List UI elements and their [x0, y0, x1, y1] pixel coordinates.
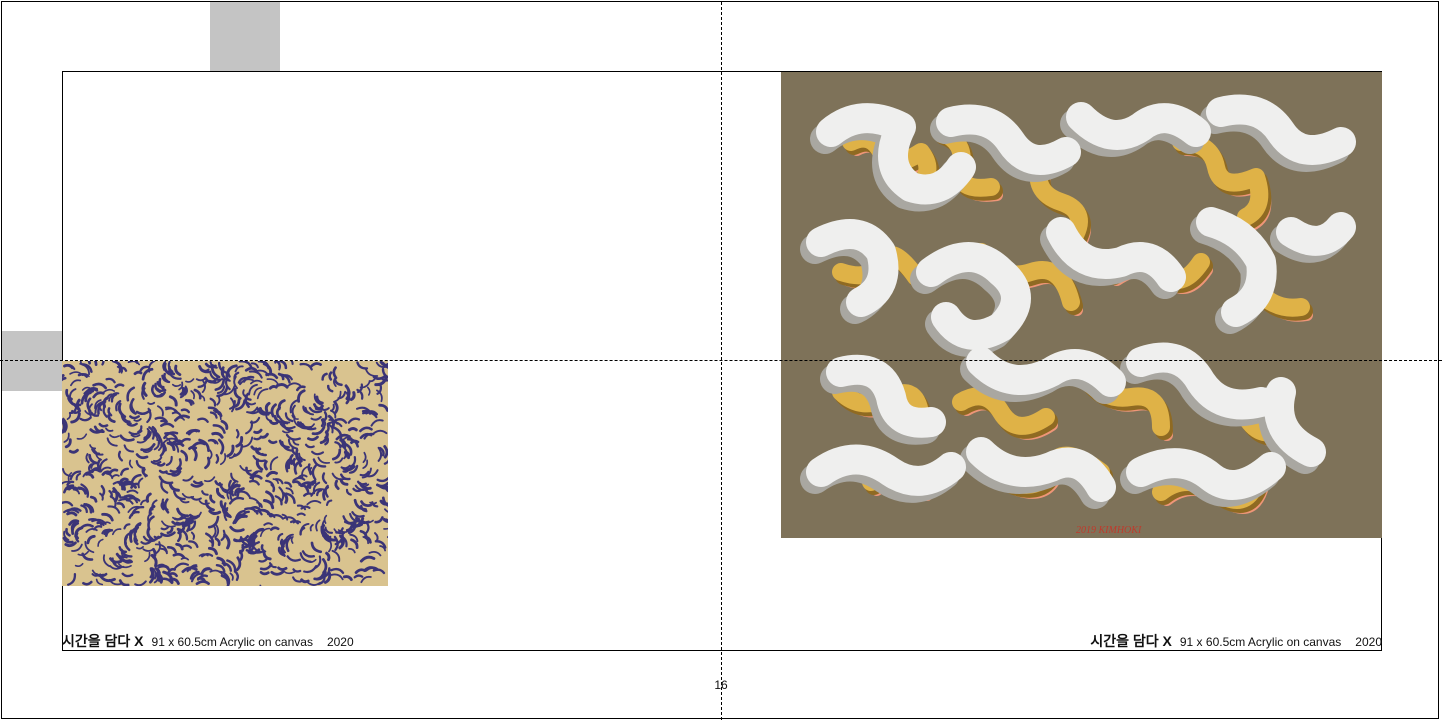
caption-detail: 91 x 60.5cm Acrylic on canvas	[1179, 635, 1342, 649]
artwork-left-image	[62, 361, 388, 586]
caption-year: 2020	[326, 635, 354, 649]
caption-title: 시간을 담다 X	[62, 633, 144, 649]
center-fold-guide	[721, 2, 722, 720]
caption-detail: 91 x 60.5cm Acrylic on canvas	[151, 635, 313, 649]
caption-left: 시간을 담다 X 91 x 60.5cm Acrylic on canvas 2…	[62, 631, 354, 651]
registration-mark-top	[210, 2, 280, 71]
artwork-right-image: 2019 KIMHOKI	[781, 72, 1382, 538]
horizontal-guide	[0, 360, 1442, 361]
caption-right: 시간을 담다 X 91 x 60.5cm Acrylic on canvas 2…	[1090, 631, 1382, 651]
page-number: 16	[714, 678, 728, 692]
registration-mark-left	[2, 331, 62, 391]
caption-year: 2020	[1355, 635, 1382, 649]
caption-title: 시간을 담다 X	[1090, 633, 1172, 649]
artwork-signature: 2019 KIMHOKI	[1076, 525, 1142, 536]
